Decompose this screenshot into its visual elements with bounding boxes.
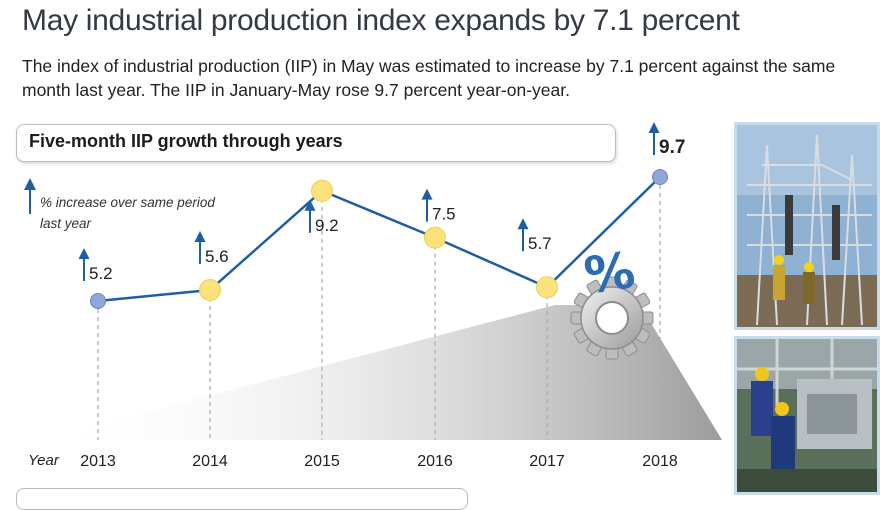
growth-arrow-2017 (517, 218, 529, 252)
data-point-2013 (90, 293, 106, 309)
x-tick-2013: 2013 (80, 453, 116, 470)
x-tick-2017: 2017 (529, 453, 565, 470)
value-label-2013: 5.2 (89, 264, 113, 283)
page-title: May industrial production index expands … (22, 4, 740, 37)
growth-arrow-2016 (421, 188, 433, 222)
section-title: Five-month IIP growth through years (29, 131, 343, 151)
perspective-wedge (40, 305, 722, 440)
value-label-2014: 5.6 (205, 247, 229, 266)
page-subtitle: The index of industrial production (IIP)… (22, 56, 836, 100)
series-line (97, 176, 661, 303)
next-section-box (16, 488, 468, 510)
value-label-2015: 9.2 (315, 216, 339, 235)
value-label-2018: 9.7 (659, 137, 685, 158)
x-tick-2014: 2014 (192, 453, 228, 470)
x-tick-2015: 2015 (304, 453, 340, 470)
legend: % increase over same period last year (24, 178, 215, 231)
photo-factory-workers (734, 336, 880, 495)
legend-line-2: last year (40, 216, 92, 231)
data-point-2014 (199, 278, 221, 301)
x-tick-2018: 2018 (642, 453, 678, 470)
gear-icon (570, 276, 654, 360)
data-point-2015 (311, 179, 333, 202)
x-tick-2016: 2016 (417, 453, 453, 470)
value-label-2016: 7.5 (432, 205, 456, 224)
photo-power-station (734, 122, 880, 330)
legend-line-1: % increase over same period (40, 195, 215, 210)
growth-arrow-2015 (304, 199, 316, 233)
data-point-2016 (424, 226, 446, 249)
section-header: Five-month IIP growth through years (16, 124, 616, 162)
data-point-2018 (652, 169, 668, 185)
data-point-2017 (536, 276, 558, 299)
growth-arrow-2018 (648, 122, 660, 155)
growth-arrow-2013 (78, 248, 90, 281)
iip-line-chart: % increase over same period last year Ye… (24, 122, 722, 470)
percent-glyph: % (581, 241, 639, 305)
value-label-2017: 5.7 (528, 234, 552, 253)
x-axis-label: Year (28, 452, 60, 469)
growth-arrow-2014 (194, 230, 206, 264)
